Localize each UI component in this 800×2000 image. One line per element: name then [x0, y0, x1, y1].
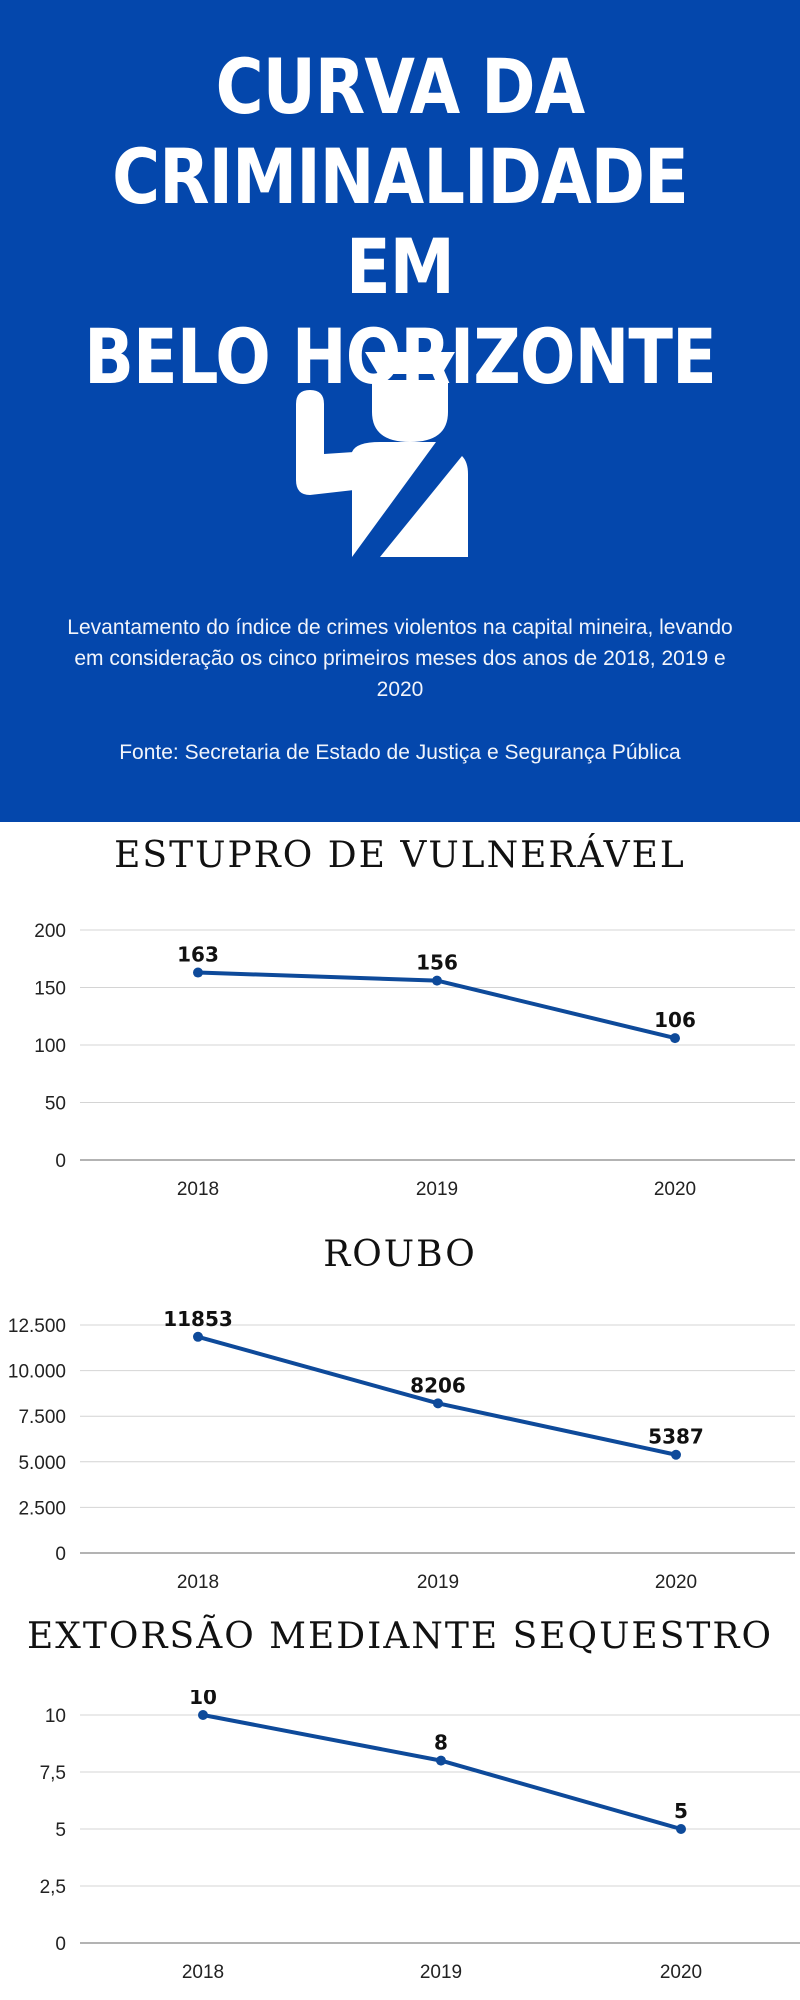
- y-tick-label: 0: [55, 1934, 66, 1955]
- data-label: 5: [674, 1799, 688, 1823]
- data-point: [198, 1710, 208, 1720]
- data-point: [670, 1033, 680, 1044]
- y-tick-label: 150: [34, 979, 66, 1000]
- x-tick-label: 2019: [416, 1179, 458, 1200]
- y-tick-label: 10.000: [8, 1362, 66, 1383]
- data-point: [671, 1449, 681, 1460]
- data-label: 11853: [163, 1307, 233, 1331]
- x-tick-label: 2018: [177, 1572, 219, 1593]
- y-tick-label: 7.500: [18, 1407, 66, 1428]
- x-tick-label: 2018: [177, 1179, 219, 1200]
- data-label: 163: [177, 943, 219, 967]
- x-tick-label: 2020: [655, 1572, 697, 1593]
- source-text: Fonte: Secretaria de Estado de Justiça e…: [119, 741, 681, 764]
- x-tick-label: 2019: [417, 1572, 459, 1593]
- y-tick-label: 100: [34, 1036, 66, 1057]
- data-point: [433, 1398, 443, 1409]
- data-point: [432, 975, 442, 986]
- x-tick-label: 2020: [654, 1179, 696, 1200]
- chart-roubo: 0 2.500 5.000 7.500 10.000 12.500 2018 2019 2020…: [8, 1307, 795, 1593]
- data-point: [193, 967, 203, 978]
- y-tick-label: 5: [55, 1820, 66, 1841]
- x-tick-label: 2018: [182, 1962, 224, 1983]
- y-tick-label: 0: [55, 1151, 66, 1172]
- data-label: 106: [654, 1008, 696, 1032]
- data-point: [436, 1755, 446, 1766]
- description-text: Levantamento do índice de crimes violent…: [67, 616, 733, 701]
- y-tick-label: 10: [45, 1706, 66, 1727]
- x-tick-label: 2019: [420, 1962, 462, 1983]
- header-banner: CURVA DA CRIMINALIDADE EM BELO HORIZONTE…: [0, 0, 800, 822]
- data-label: 8206: [410, 1373, 466, 1397]
- data-point: [193, 1331, 203, 1342]
- data-label: 156: [416, 951, 458, 975]
- y-tick-label: 0: [55, 1544, 66, 1565]
- traffic-police-officer-icon: [296, 352, 468, 557]
- chart-title-extorsao: EXTORSÃO MEDIANTE SEQUESTRO: [27, 1616, 773, 1657]
- chart-estupro-vulneravel: 0 50 100 150 200 2018 2019 2020 163 156 106: [34, 921, 795, 1200]
- data-point: [676, 1824, 686, 1834]
- title-line-1: CURVA DA: [215, 42, 586, 131]
- chart-title-estupro: ESTUPRO DE VULNERÁVEL: [114, 835, 686, 876]
- y-tick-label: 12.500: [8, 1316, 66, 1337]
- title-line-2: CRIMINALIDADE EM: [112, 132, 689, 311]
- y-tick-label: 2.500: [18, 1498, 66, 1519]
- chart-extorsao-mediante-sequestro: 0 2,5 5 7,5 10 2018 2019 2020 10 8 5: [40, 1690, 800, 1983]
- data-label: 8: [434, 1731, 448, 1755]
- data-label: 10: [189, 1690, 217, 1709]
- y-tick-label: 7,5: [40, 1763, 66, 1784]
- y-tick-label: 50: [45, 1094, 66, 1115]
- page-title: CURVA DA CRIMINALIDADE EM BELO HORIZONTE: [56, 42, 744, 402]
- y-tick-label: 5.000: [18, 1453, 66, 1474]
- x-tick-label: 2020: [660, 1962, 702, 1983]
- y-tick-label: 200: [34, 921, 66, 942]
- chart-title-roubo: ROUBO: [323, 1234, 477, 1275]
- y-tick-label: 2,5: [40, 1877, 66, 1898]
- data-label: 5387: [648, 1425, 704, 1449]
